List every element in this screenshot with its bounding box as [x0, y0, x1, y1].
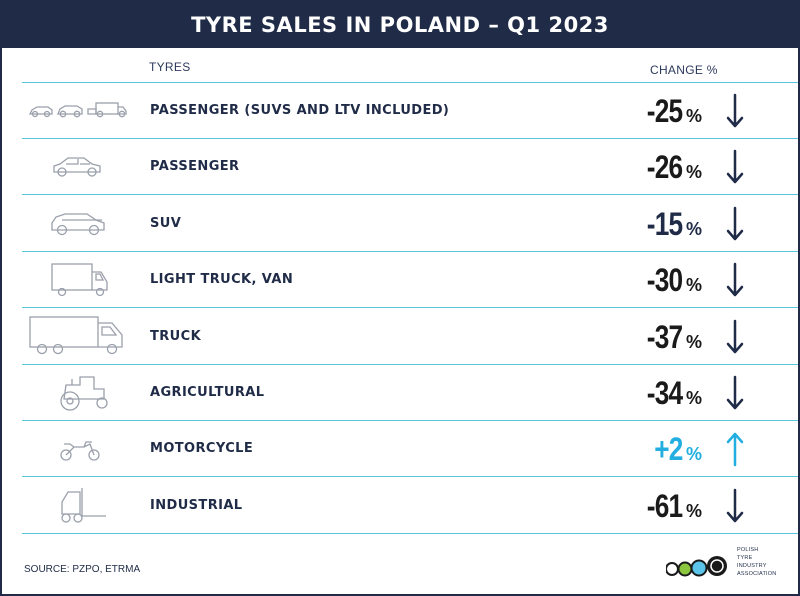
- logo-line-2: TYRE: [737, 555, 753, 561]
- table-row: MOTORCYCLE +2%: [2, 421, 798, 478]
- arrow-down-icon: [724, 206, 746, 242]
- percent-sign: %: [685, 162, 702, 183]
- percent-sign: %: [685, 500, 702, 521]
- logo-line-4: ASSOCIATION: [737, 571, 777, 577]
- car-suv-van-icon: [22, 83, 134, 139]
- logo-line-3: INDUSTRY: [737, 563, 767, 569]
- chart-title: TYRE SALES IN POLAND – Q1 2023: [2, 2, 798, 48]
- row-label: LIGHT TRUCK, VAN: [150, 272, 294, 288]
- row-label: SUV: [150, 215, 182, 231]
- arrow-down-icon: [724, 488, 746, 524]
- row-divider: [22, 363, 798, 365]
- column-header-change: CHANGE %: [650, 63, 718, 77]
- row-value: -30%: [639, 252, 702, 308]
- percent-sign: %: [685, 444, 702, 465]
- association-logo: [666, 556, 727, 577]
- row-label: PASSENGER: [150, 159, 240, 175]
- change-value: -15: [646, 205, 683, 242]
- logo-circle-2: [677, 561, 693, 577]
- column-header-tyres: TYRES: [149, 60, 191, 74]
- row-divider: [22, 476, 798, 478]
- row-label: INDUSTRIAL: [150, 497, 243, 513]
- van-icon: [22, 252, 134, 308]
- logo-line-1: POLISH: [737, 547, 759, 553]
- logo-circle-3: [690, 559, 708, 577]
- logo-text: POLISH TYRE INDUSTRY ASSOCIATION: [737, 546, 776, 578]
- header-divider: [22, 82, 798, 83]
- row-divider: [22, 194, 798, 196]
- arrow-down-icon: [724, 375, 746, 411]
- logo-circle-1: [666, 562, 679, 576]
- row-label: AGRICULTURAL: [150, 385, 265, 400]
- row-value: -37%: [639, 309, 702, 365]
- change-value: -37: [646, 318, 683, 355]
- row-label: TRUCK: [150, 328, 202, 344]
- row-value: -61%: [639, 478, 702, 534]
- logo-circle-4-ring: [710, 559, 724, 573]
- change-value: -34: [646, 375, 683, 411]
- row-value: -34%: [639, 365, 702, 421]
- row-divider: [22, 420, 798, 421]
- row-divider: [22, 250, 798, 252]
- change-value: +2: [653, 431, 683, 468]
- truck-icon: [22, 309, 134, 365]
- row-divider: [22, 532, 798, 534]
- percent-sign: %: [685, 388, 702, 408]
- row-divider: [22, 307, 798, 309]
- table-row: PASSENGER (SUVS AND LTV INCLUDED) -25%: [2, 83, 798, 139]
- arrow-down-icon: [724, 262, 746, 298]
- table-row: PASSENGER -26%: [2, 139, 798, 196]
- motorcycle-icon: [22, 421, 134, 477]
- arrow-down-icon: [724, 93, 746, 129]
- source-note: SOURCE: PZPO, ETRMA: [24, 564, 141, 575]
- change-value: -61: [646, 487, 683, 524]
- forklift-icon: [22, 478, 134, 534]
- tractor-icon: [22, 365, 134, 421]
- table-row: AGRICULTURAL -34%: [2, 365, 798, 421]
- row-value: -15%: [639, 196, 702, 252]
- row-value: -26%: [639, 139, 702, 195]
- percent-sign: %: [685, 275, 702, 296]
- passenger-car-icon: [22, 139, 134, 195]
- change-value: -30: [646, 262, 683, 299]
- row-value: -25%: [639, 83, 702, 139]
- row-divider: [22, 138, 798, 139]
- row-label: PASSENGER (SUVS AND LTV INCLUDED): [150, 103, 450, 118]
- percent-sign: %: [685, 106, 702, 126]
- logo-circle-4: [707, 556, 727, 576]
- row-value: +2%: [648, 421, 702, 477]
- table-row: TRUCK -37%: [2, 309, 798, 365]
- arrow-down-icon: [724, 149, 746, 185]
- table-row: SUV -15%: [2, 196, 798, 252]
- change-value: -26: [646, 149, 683, 186]
- suv-icon: [22, 196, 134, 252]
- arrow-down-icon: [724, 319, 746, 355]
- change-value: -25: [646, 93, 683, 129]
- table-row: INDUSTRIAL -61%: [2, 478, 798, 534]
- percent-sign: %: [685, 218, 702, 239]
- row-label: MOTORCYCLE: [150, 441, 254, 457]
- table-row: LIGHT TRUCK, VAN -30%: [2, 252, 798, 309]
- arrow-up-icon: [724, 431, 746, 467]
- percent-sign: %: [685, 331, 702, 352]
